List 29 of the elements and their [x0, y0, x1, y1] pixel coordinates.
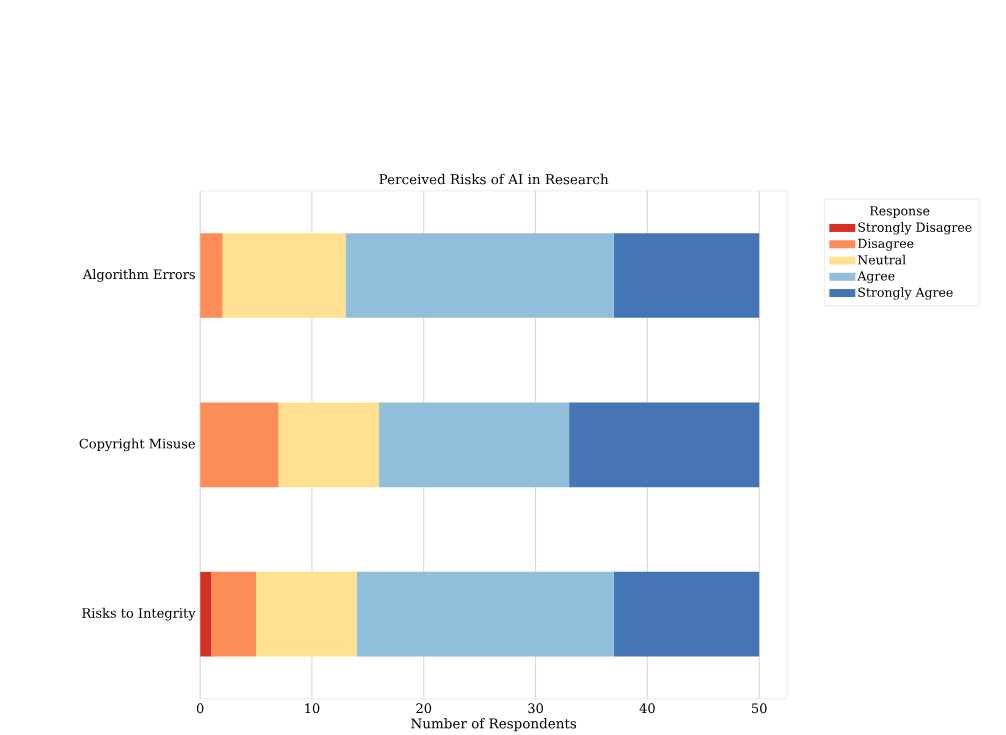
bar — [211, 571, 257, 657]
legend-label: Neutral — [857, 254, 906, 265]
legend-label: Strongly Agree — [858, 287, 953, 300]
x-tick-label: 10 — [305, 703, 320, 713]
x-axis-title: Number of Respondents — [411, 717, 577, 731]
chart-title: Perceived Risks of AI in Research — [379, 173, 609, 185]
bar — [345, 232, 614, 318]
legend-label: Disagree — [858, 238, 914, 251]
legend-label: Agree — [857, 271, 895, 283]
legend-title: Response — [870, 205, 930, 218]
y-tick-label: Algorithm Errors — [82, 268, 195, 282]
x-tick-label: 50 — [752, 703, 767, 713]
x-tick-label: 0 — [196, 703, 204, 713]
bar — [569, 402, 760, 487]
bar — [379, 402, 570, 487]
y-tick-label: Risks to Integrity — [82, 607, 196, 621]
bar — [278, 402, 380, 487]
bar — [222, 232, 346, 318]
x-tick-label: 20 — [416, 703, 432, 713]
bar — [613, 571, 760, 657]
bar — [613, 232, 760, 318]
bar — [200, 232, 223, 318]
legend-label: Strongly Disagree — [858, 222, 972, 235]
bar — [200, 402, 279, 487]
x-tick-label: 30 — [528, 703, 543, 713]
bar — [356, 571, 614, 657]
bar — [256, 571, 357, 657]
x-tick-label: 40 — [639, 703, 655, 713]
y-tick-label: Copyright Misuse — [79, 438, 195, 451]
